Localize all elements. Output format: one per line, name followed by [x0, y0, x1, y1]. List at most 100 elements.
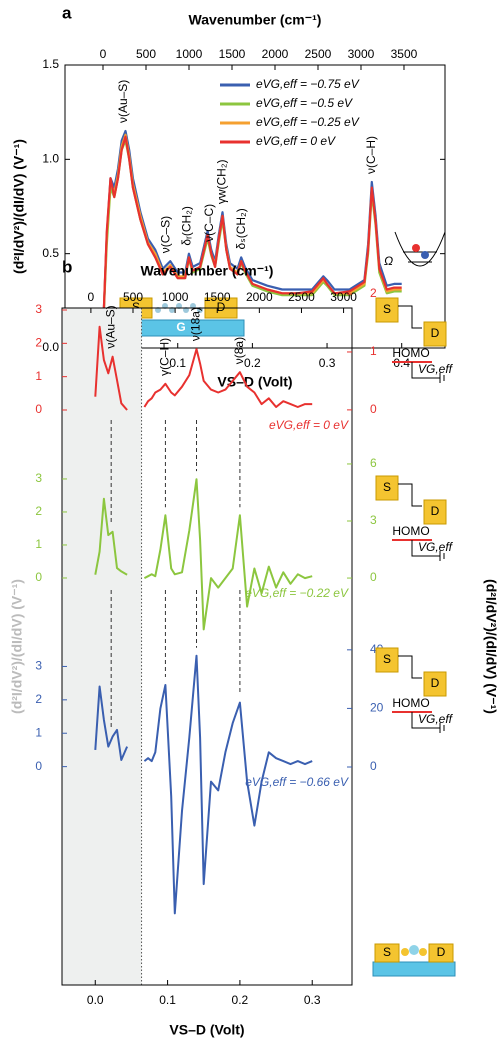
y-tick-label: 0.0 [42, 340, 59, 354]
y2-tick-label: 0 [370, 570, 377, 584]
drain-box [423, 671, 447, 697]
series-line [94, 325, 313, 411]
x2-tick-label: 2500 [288, 290, 315, 304]
x2-tick-label: 2000 [246, 290, 273, 304]
gate-voltage-label: VG,eff [418, 712, 454, 726]
homo-label: HOMO [392, 524, 429, 538]
peak-annotation: ν(Au–S) [103, 305, 117, 348]
gate-wire [411, 712, 440, 729]
y2-tick-label: 20 [370, 701, 384, 715]
shaded-region [62, 308, 142, 985]
y-axis-label: (d²I/dV²)/(dI/dV) (V⁻¹) [11, 139, 27, 274]
y-tick-label: 1.5 [42, 57, 59, 71]
x-tick-label: 0.4 [393, 356, 410, 370]
y-tick-label: 3 [35, 659, 42, 673]
peak-annotation: γ(C–H) [158, 338, 172, 376]
y2-axis-label: (d²I/dV²)/(dI/dV) (V⁻¹) [483, 579, 499, 714]
y-tick-label: 0.5 [42, 246, 59, 260]
homo-label: HOMO [392, 346, 429, 360]
drain-label: D [431, 326, 440, 340]
source-box [375, 647, 399, 673]
x-tick-label: 0.1 [169, 356, 186, 370]
y-axis-label: (d²I/dV²)/(dI/dV) (V⁻¹) [9, 579, 25, 714]
y-tick-label: 2 [35, 692, 42, 706]
gate-bar [372, 961, 456, 977]
source-label: S [383, 480, 391, 494]
drain-box [423, 499, 447, 525]
series-label: eVG,eff = 0 eV [269, 418, 349, 432]
peak-annotation: δₛ(CH₂) [234, 208, 248, 249]
homo-label: HOMO [392, 696, 429, 710]
x2-tick-label: 3000 [330, 290, 357, 304]
gate-label: G [176, 320, 185, 334]
legend-label: eVG,eff = 0 eV [256, 134, 336, 148]
peak-annotation: ν(C–H) [364, 136, 378, 174]
x-axis-label: VS–D (Volt) [169, 1022, 244, 1038]
atom [401, 948, 409, 956]
y-tick-label: 0 [35, 570, 42, 584]
drain-box [423, 321, 447, 347]
x-tick-label: 0.1 [159, 993, 176, 1007]
gate-voltage-label: VG,eff [418, 540, 454, 554]
y-tick-label: 3 [35, 471, 42, 485]
gate-wire [411, 362, 440, 379]
drain-label: D [431, 676, 440, 690]
plot-frame [61, 307, 353, 986]
gate-voltage-label: VG,eff [418, 362, 454, 376]
source-box [375, 475, 399, 501]
x-tick-label: 0.2 [232, 993, 249, 1007]
legend-label: eVG,eff = −0.75 eV [256, 77, 360, 91]
well-inset: Ω [384, 231, 446, 268]
series-line [94, 478, 313, 631]
tunnel-arrow [398, 483, 422, 507]
y2-tick-label: 1 [370, 344, 377, 358]
series-label: eVG,eff = −0.66 eV [245, 775, 349, 789]
x2-tick-label: 1000 [176, 47, 203, 61]
source-box [375, 297, 399, 323]
tunnel-arrow [398, 655, 422, 679]
source-label: S [383, 945, 391, 959]
source-label: S [383, 302, 391, 316]
plot-frame [64, 64, 446, 349]
peak-annotation: γw(CH₂) [215, 160, 229, 205]
ring [409, 945, 419, 955]
x2-axis-label: Wavenumber (cm⁻¹) [141, 263, 274, 279]
y2-tick-label: 0 [370, 402, 377, 416]
x2-tick-label: 0 [100, 47, 107, 61]
y-tick-label: 1 [35, 537, 42, 551]
panel-label: a [62, 3, 72, 22]
well [394, 231, 446, 267]
drain-label: D [217, 300, 226, 314]
atom [419, 948, 427, 956]
legend-label: eVG,eff = −0.5 eV [256, 96, 353, 110]
y-tick-label: 2 [35, 336, 42, 350]
y-tick-label: 1 [35, 725, 42, 739]
drain-label: D [431, 504, 440, 518]
drain-label: D [437, 945, 446, 959]
peak-annotation: ν(C–C) [202, 204, 216, 242]
x2-tick-label: 0 [88, 290, 95, 304]
x2-tick-label: 2000 [262, 47, 289, 61]
peak-annotation: ν(Au–S) [116, 80, 130, 123]
x-axis-label: VS–D (Volt) [217, 374, 292, 390]
x2-tick-label: 1000 [162, 290, 189, 304]
x2-tick-label: 500 [136, 47, 156, 61]
x2-tick-label: 2500 [305, 47, 332, 61]
x-tick-label: 0.3 [319, 356, 336, 370]
peak-annotation: ν(C–S) [159, 216, 173, 253]
y-tick-label: 3 [35, 302, 42, 316]
peak-annotation: ν(8a) [232, 337, 246, 364]
x2-tick-label: 1500 [219, 47, 246, 61]
y-tick-label: 1.0 [42, 152, 59, 166]
x2-tick-label: 3500 [391, 47, 418, 61]
gate-wire [411, 540, 440, 557]
y-tick-label: 0 [35, 402, 42, 416]
x2-tick-label: 1500 [204, 290, 231, 304]
x-tick-label: 0.2 [244, 356, 261, 370]
peak-annotation: δᵣ(CH₂) [180, 206, 194, 246]
y2-tick-label: 2 [370, 286, 377, 300]
